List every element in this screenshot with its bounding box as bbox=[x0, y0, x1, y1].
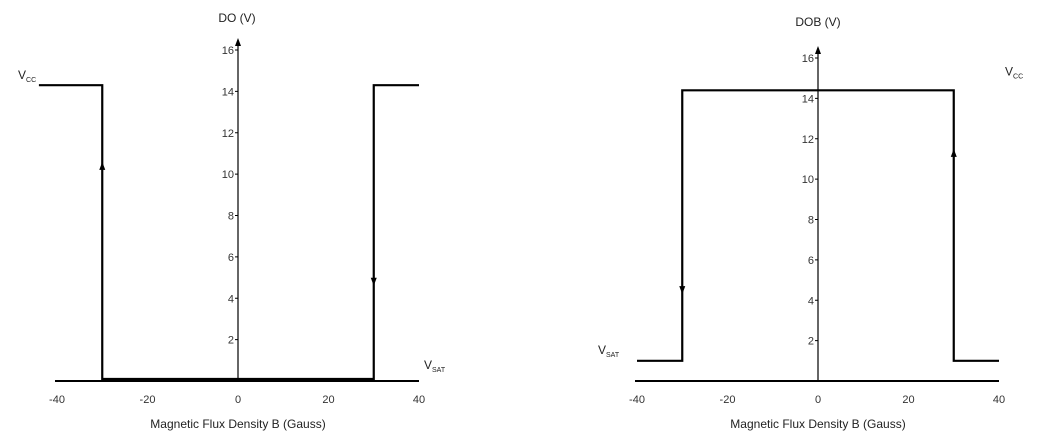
y-tick-label: 12 bbox=[222, 128, 234, 140]
x-axis-title: Magnetic Flux Density B (Gauss) bbox=[150, 417, 325, 431]
x-tick-label: 40 bbox=[993, 394, 1005, 406]
x-tick-label: 20 bbox=[902, 394, 914, 406]
chart-dob: 2 4 6 8 10 12 14 16 -40 -20 0 20 40 DOB (V) Magnetic F… bbox=[598, 15, 1023, 431]
direction-arrow-icon bbox=[679, 286, 686, 295]
chart-do: 2 4 6 8 10 12 14 16 -40 -20 0 20 40 DO (V) Magnetic Fl… bbox=[18, 11, 446, 431]
y-tick-label: 8 bbox=[228, 211, 234, 223]
x-tick-label: -20 bbox=[140, 394, 156, 406]
y-tick-label: 6 bbox=[228, 252, 234, 264]
y-tick-label: 14 bbox=[802, 93, 814, 105]
x-tick-label: -40 bbox=[629, 394, 645, 406]
direction-arrow-icon bbox=[950, 148, 957, 157]
direction-arrow-icon bbox=[99, 161, 106, 170]
direction-arrow-icon bbox=[370, 277, 377, 286]
vsat-label: VSAT bbox=[424, 358, 446, 374]
y-tick-label: 4 bbox=[228, 293, 234, 305]
y-tick-label: 2 bbox=[808, 336, 814, 348]
y-axis-title: DOB (V) bbox=[795, 15, 840, 29]
y-tick-label: 4 bbox=[808, 295, 814, 307]
y-axis-title: DO (V) bbox=[218, 11, 255, 25]
y-tick-label: 12 bbox=[802, 134, 814, 146]
y-tick-label: 10 bbox=[802, 174, 814, 186]
y-axis-arrow-icon bbox=[235, 38, 241, 46]
x-tick-label: -40 bbox=[49, 394, 65, 406]
x-tick-label: 0 bbox=[235, 394, 241, 406]
y-axis-arrow-icon bbox=[815, 46, 821, 54]
y-tick-label: 16 bbox=[802, 53, 814, 65]
y-tick-label: 2 bbox=[228, 335, 234, 347]
vsat-label: VSAT bbox=[598, 343, 620, 359]
x-tick-label: 20 bbox=[322, 394, 334, 406]
y-tick-label: 8 bbox=[808, 215, 814, 227]
x-tick-label: -20 bbox=[720, 394, 736, 406]
vcc-label: VCC bbox=[1005, 64, 1023, 80]
y-tick-label: 6 bbox=[808, 255, 814, 267]
y-tick-label: 14 bbox=[222, 86, 234, 98]
vcc-label: VCC bbox=[18, 68, 36, 84]
x-tick-label: 40 bbox=[413, 394, 425, 406]
hysteresis-loop-line bbox=[637, 89, 999, 362]
x-axis-title: Magnetic Flux Density B (Gauss) bbox=[730, 417, 905, 431]
hysteresis-loop-line bbox=[38, 84, 419, 381]
x-tick-label: 0 bbox=[815, 394, 821, 406]
y-tick-label: 16 bbox=[222, 45, 234, 57]
y-tick-label: 10 bbox=[222, 169, 234, 181]
